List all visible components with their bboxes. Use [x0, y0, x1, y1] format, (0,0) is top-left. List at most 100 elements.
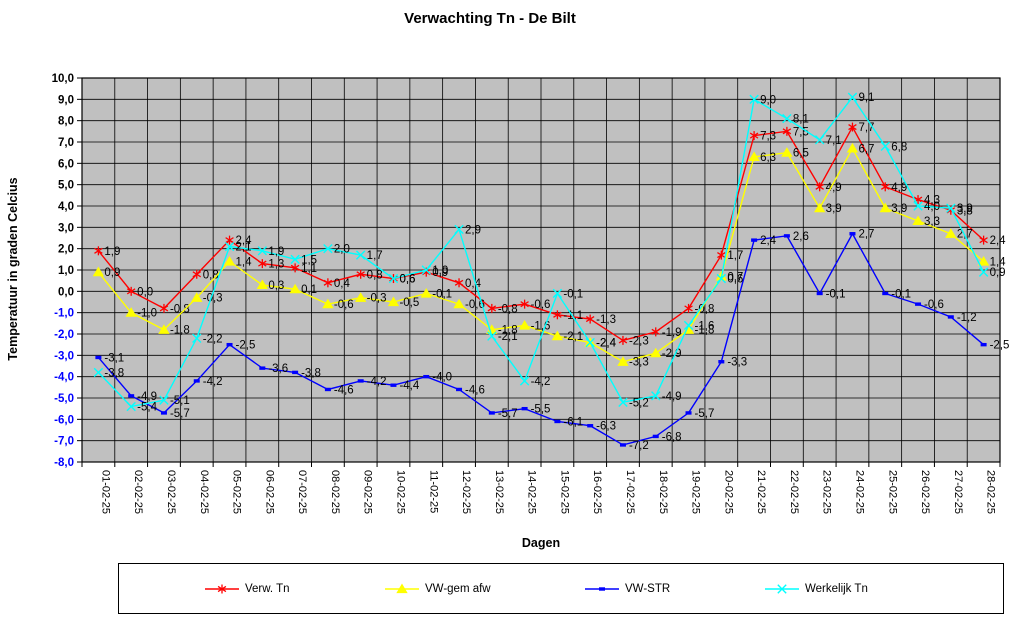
legend: Verw. Tn VW-gem afw VW-STR Werkelijk Tn [118, 563, 1004, 614]
data-label: 2,1 [236, 242, 252, 254]
marker-dash [226, 342, 233, 347]
y-tick-label: -2,0 [54, 329, 74, 341]
series-line [97, 95, 985, 408]
data-label: 0,8 [367, 269, 383, 281]
marker-x [847, 92, 858, 102]
marker-dash [456, 387, 463, 392]
data-label: -4,6 [334, 384, 354, 396]
x-tick-label: 04-02-25 [198, 470, 210, 514]
data-label: 6,8 [891, 141, 907, 153]
data-label: 0,4 [465, 278, 482, 290]
marker-dash [160, 411, 167, 415]
x-tick-label: 03-02-25 [165, 470, 177, 514]
marker-asterisk [94, 246, 103, 256]
marker-triangle [158, 324, 170, 334]
x-tick-label: 17-02-25 [624, 470, 636, 514]
data-label: 7,3 [760, 131, 776, 143]
marker-asterisk [323, 278, 333, 288]
data-label: -0,1 [432, 288, 452, 300]
marker-asterisk [217, 584, 227, 593]
data-label: 2,6 [793, 231, 809, 243]
marker-dash [685, 411, 692, 415]
data-label: 0,9 [104, 267, 120, 279]
data-label: -1,6 [531, 320, 551, 332]
x-tick-label: 12-02-25 [460, 470, 472, 514]
marker-triangle [289, 283, 301, 294]
marker-x [880, 141, 890, 151]
marker-dash [423, 374, 430, 379]
marker-asterisk [454, 278, 464, 288]
marker-dash [915, 302, 922, 306]
data-label: 7,7 [858, 122, 874, 134]
legend-label: Werkelijk Tn [805, 582, 868, 595]
marker-dash [128, 394, 135, 398]
data-label: 9,0 [760, 94, 776, 106]
data-label: -0,8 [170, 303, 190, 315]
marker-x [519, 376, 530, 386]
marker-x [777, 583, 787, 594]
marker-triangle [650, 347, 662, 358]
marker-x [93, 367, 104, 378]
data-label: 1,9 [104, 246, 120, 258]
y-tick-label: -8,0 [54, 457, 74, 469]
x-tick-label: 28-02-25 [985, 470, 997, 514]
data-label: -2,2 [203, 333, 223, 345]
marker-dash [95, 355, 102, 360]
data-label: 1,5 [301, 254, 317, 266]
marker-dash [324, 387, 331, 392]
marker-x [487, 331, 497, 341]
x-tick-label: 09-02-25 [362, 470, 374, 514]
x-axis-title: Dagen [521, 536, 561, 550]
marker-asterisk [225, 235, 234, 245]
data-label: 3,9 [826, 203, 842, 215]
x-tick-label: 27-02-25 [952, 470, 964, 514]
marker-dash [718, 360, 725, 364]
x-tick-label: 07-02-25 [296, 470, 308, 514]
series-line [97, 125, 985, 342]
marker-triangle [256, 279, 268, 290]
data-label: -4,2 [203, 376, 223, 388]
marker-asterisk [585, 314, 595, 324]
series-line [97, 146, 985, 363]
plot-border [81, 77, 1001, 463]
y-tick-label: -1,0 [54, 308, 74, 320]
marker-dash [882, 291, 889, 296]
y-tick-label: -5,0 [54, 393, 74, 405]
data-label: -0,6 [465, 299, 485, 311]
data-label: -4,6 [465, 384, 485, 396]
data-label: 0,6 [399, 274, 415, 286]
data-label: 0,9 [990, 267, 1006, 279]
data-label: -4,0 [432, 372, 452, 384]
series-line [97, 232, 985, 446]
data-label: -6,8 [662, 431, 682, 443]
data-label: 2,7 [858, 229, 874, 241]
marker-x [585, 337, 595, 348]
data-label: -0,3 [203, 293, 223, 305]
data-label: -6,1 [563, 416, 583, 428]
marker-dash [554, 419, 561, 424]
marker-triangle [92, 266, 105, 277]
marker-x [454, 224, 464, 235]
data-label: 0,6 [727, 274, 743, 286]
data-label: -7,2 [629, 440, 649, 452]
data-label: -2,4 [596, 338, 616, 350]
marker-dash [259, 366, 266, 370]
data-label: -2,1 [563, 331, 583, 343]
data-label: -0,3 [367, 293, 387, 305]
marker-dash [751, 238, 758, 242]
x-tick-label: 06-02-25 [263, 470, 275, 514]
data-label: 3,9 [891, 203, 907, 215]
data-label: -4,2 [531, 376, 551, 388]
data-label: 1,7 [727, 250, 743, 262]
data-label: 9,1 [858, 92, 874, 104]
legend-label: Verw. Tn [245, 582, 290, 595]
x-tick-label: 22-02-25 [788, 470, 800, 514]
data-label: 3,8 [957, 205, 973, 217]
x-tick-label: 14-02-25 [526, 470, 538, 514]
marker-dash [390, 383, 397, 387]
y-tick-label: 4,0 [58, 201, 74, 213]
marker-asterisk [651, 327, 661, 337]
data-label: -1,6 [695, 320, 715, 332]
legend-label: VW-STR [625, 582, 671, 595]
